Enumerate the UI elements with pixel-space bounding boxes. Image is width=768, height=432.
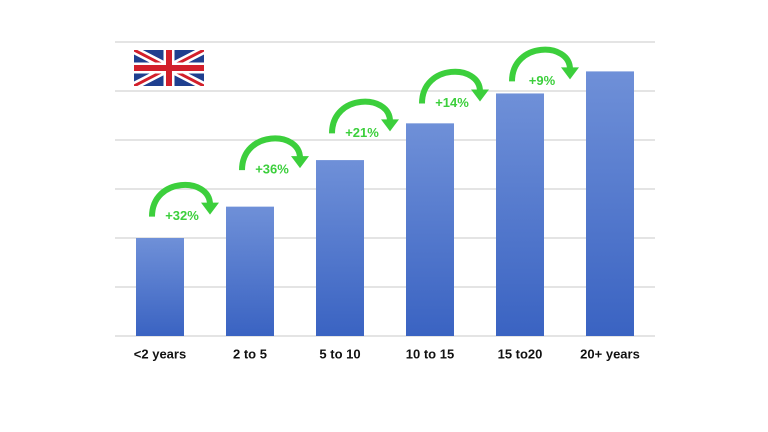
x-tick-label: 10 to 15 <box>406 346 454 361</box>
arrow-head <box>561 67 579 80</box>
bar <box>586 71 634 337</box>
bar <box>136 238 184 336</box>
x-tick-label: 20+ years <box>580 346 640 361</box>
arrow-head <box>291 156 309 169</box>
growth-label: +36% <box>255 162 289 177</box>
growth-arrow <box>149 182 213 217</box>
arrow-head <box>471 89 489 102</box>
bar <box>406 123 454 336</box>
growth-arrow <box>419 68 483 104</box>
x-tick-label: 15 to20 <box>498 346 543 361</box>
x-tick-label: 2 to 5 <box>233 346 267 361</box>
x-tick-label: 5 to 10 <box>319 346 360 361</box>
growth-label: +9% <box>529 73 556 88</box>
x-tick-label: <2 years <box>134 346 186 361</box>
growth-arrow <box>239 135 303 171</box>
growth-label: +14% <box>435 95 469 110</box>
growth-arrow <box>509 46 573 82</box>
growth-label: +32% <box>165 208 199 223</box>
growth-label: +21% <box>345 125 379 140</box>
bar <box>226 206 274 336</box>
arrow-head <box>381 119 399 132</box>
bar <box>496 93 544 336</box>
arrow-head <box>201 202 219 215</box>
growth-arrow <box>329 98 393 134</box>
bar <box>316 160 364 336</box>
flag-icon <box>134 50 204 86</box>
